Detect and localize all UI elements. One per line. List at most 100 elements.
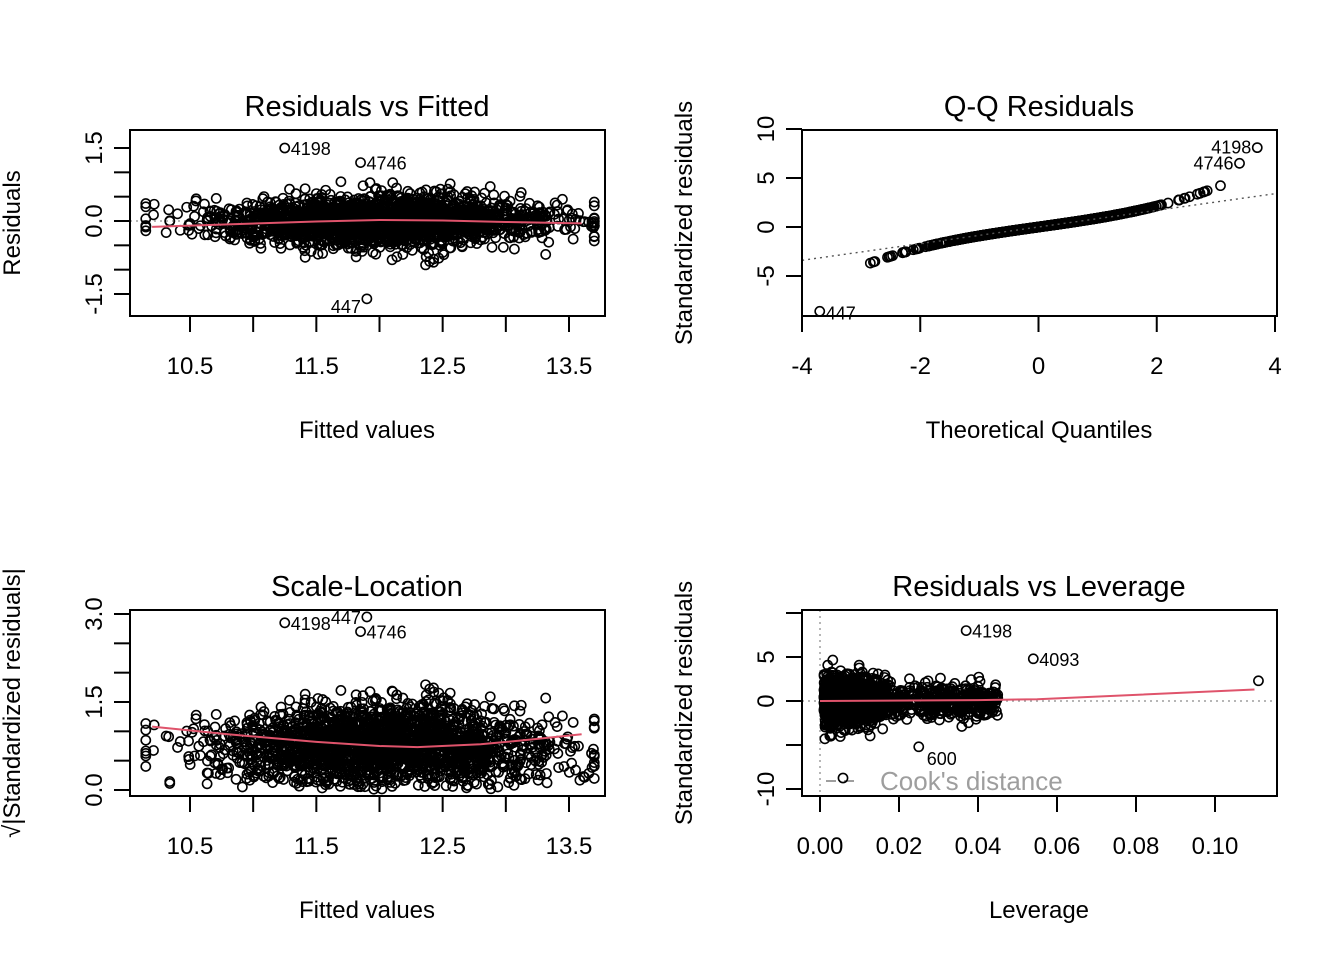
data-point [406,698,418,710]
data-point [500,202,512,214]
data-point [413,224,425,235]
data-point [435,199,447,211]
data-point [1184,191,1195,203]
data-point [328,705,339,717]
data-point [312,238,324,250]
data-point [255,238,266,249]
data-point [397,692,409,704]
data-point [181,201,193,213]
data-point [479,700,490,712]
data-point [214,207,226,219]
data-point [468,223,479,235]
data-point [588,213,600,225]
data-point [342,708,354,719]
data-point [254,207,266,219]
data-point [279,211,291,223]
data-point [588,743,599,755]
data-point [348,218,360,230]
x-tick-label: -2 [910,353,931,380]
data-point [148,198,160,210]
data-point [494,720,506,732]
data-point [544,206,556,218]
data-point [241,739,253,751]
data-point [534,769,546,781]
data-point [193,740,205,752]
data-point [219,227,230,238]
data-point [406,244,418,256]
data-point [536,719,548,731]
data-point [214,769,226,780]
data-point [499,190,510,202]
data-point [172,742,183,753]
chart-title: Q-Q Residuals [944,91,1134,123]
plot-frame [801,129,1278,317]
x-tick-label: 0 [1032,353,1045,380]
data-point [335,176,347,188]
data-point [317,206,329,217]
data-point [359,772,371,784]
data-point [210,709,222,720]
data-point [334,213,346,225]
y-tick-label: 10 [753,116,780,143]
data-point [534,725,545,737]
data-point [561,733,573,745]
data-point [189,750,200,762]
data-point [140,225,152,237]
data-point [541,777,553,789]
data-point [222,767,233,779]
data-point [503,219,515,231]
data-point [263,214,275,226]
data-point [515,699,527,711]
data-point [323,204,335,216]
data-point [543,236,555,248]
data-point [140,761,152,772]
data-point [1179,192,1191,204]
data-point [412,779,424,791]
data-point [430,186,442,198]
data-point [209,721,221,733]
data-point [193,223,205,234]
data-point [445,772,457,784]
data-point [188,200,200,212]
data-point [183,754,195,765]
data-point [493,214,504,226]
data-point [345,774,357,786]
data-point [299,183,311,195]
data-point [586,762,598,773]
data-point [436,237,447,249]
data-point [434,206,446,218]
data-point [258,226,270,238]
data-point [408,193,419,205]
data-point [540,249,552,260]
labeled-point [361,293,373,305]
data-point [223,762,235,774]
x-axis-label: Theoretical Quantiles [926,417,1153,444]
data-point [201,778,213,790]
data-point [450,223,462,235]
data-point [272,206,284,217]
x-axis-label: Fitted values [299,417,435,444]
data-point [353,218,365,229]
data-point [471,238,483,249]
data-point [350,251,362,263]
data-point [189,211,200,222]
data-point [588,757,600,768]
data-point [314,240,326,251]
labeled-point [279,142,291,154]
data-point [311,204,322,216]
data-point [241,200,253,212]
data-point [428,256,439,268]
data-point [241,773,252,784]
data-point [447,235,459,247]
x-tick-label: 10.5 [167,353,214,380]
data-point [469,699,481,710]
data-point [588,231,600,243]
data-point [1215,180,1226,192]
data-point [275,701,287,713]
data-point [376,194,388,206]
data-point [588,196,600,208]
data-point [174,736,186,747]
data-point [199,229,211,241]
